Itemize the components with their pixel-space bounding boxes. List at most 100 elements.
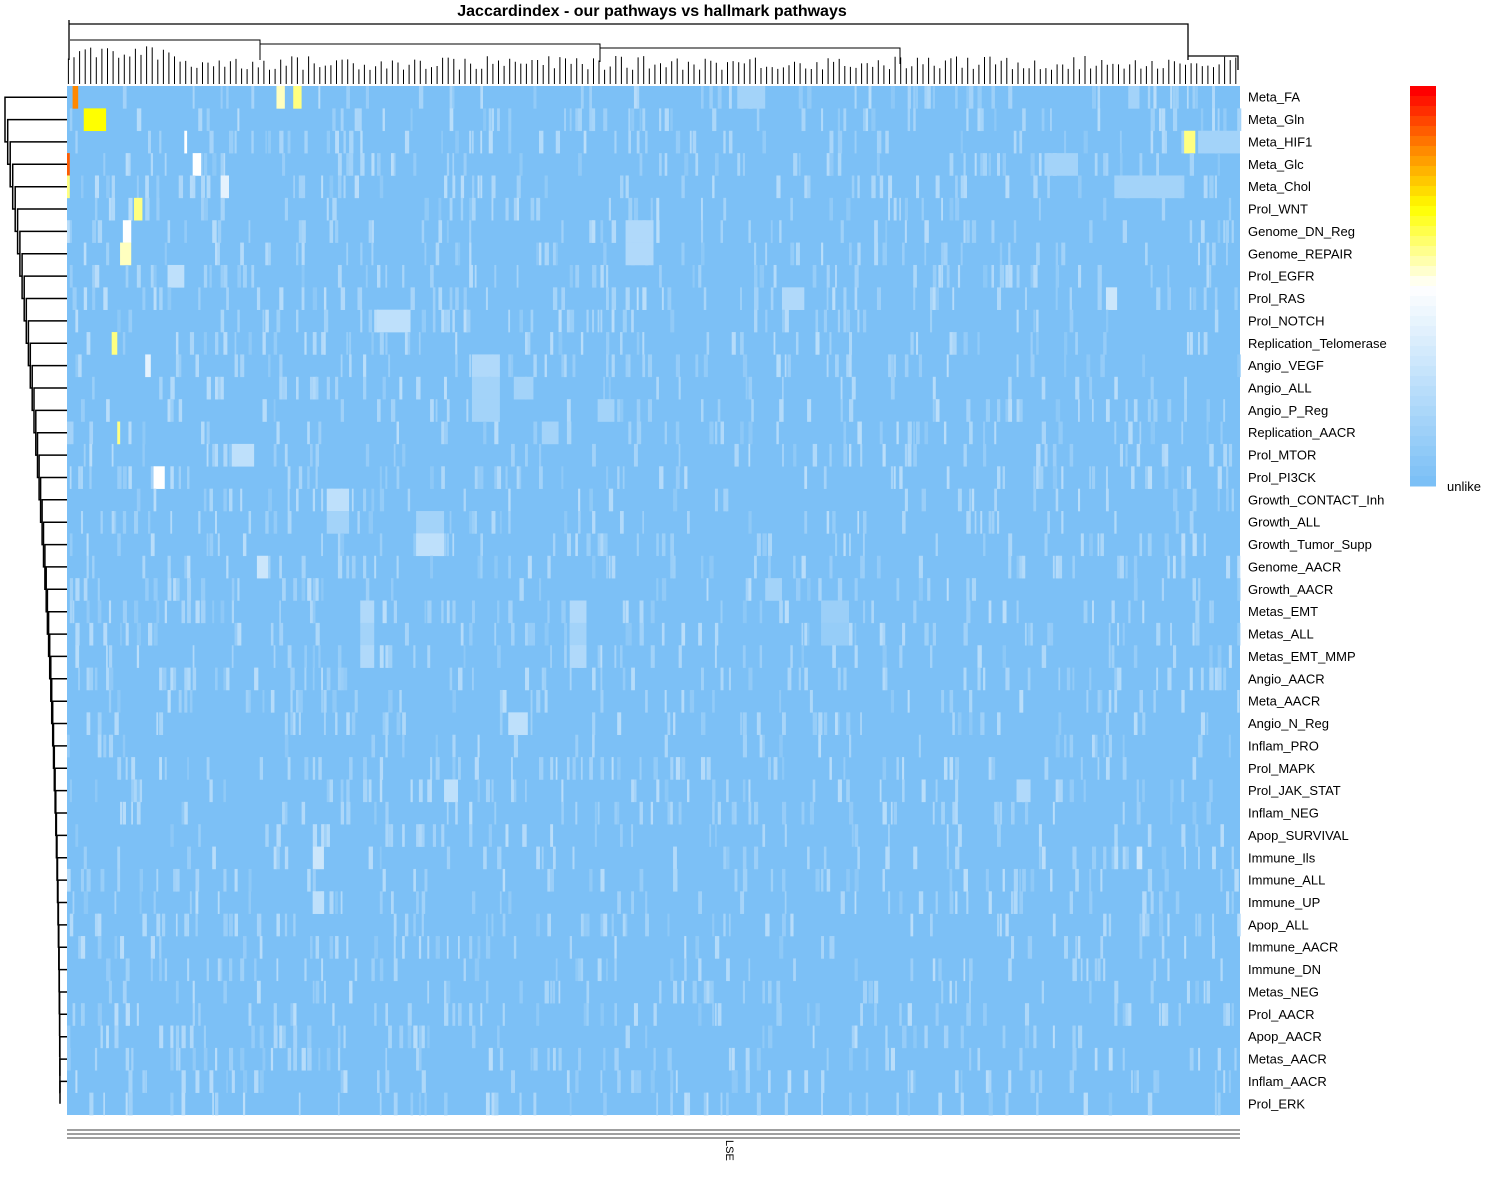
heatmap-cell <box>1170 779 1174 803</box>
heatmap-row-Prol_WNT <box>94 197 1232 221</box>
heatmap-cell <box>1181 130 1186 154</box>
heatmap-cell <box>480 1003 483 1026</box>
heatmap-cell <box>215 1047 218 1071</box>
heatmap-cell <box>1200 220 1205 243</box>
heatmap-cell <box>161 913 166 937</box>
heatmap-cell <box>1170 801 1173 825</box>
heatmap-cell <box>296 242 299 266</box>
heatmap-cell <box>337 555 343 579</box>
heatmap-cell <box>555 958 558 982</box>
heatmap-cell <box>1131 466 1135 489</box>
legend-swatch <box>1410 296 1436 307</box>
heatmap-cell <box>656 578 659 601</box>
heatmap-cell <box>215 376 219 400</box>
heatmap-cell <box>343 130 346 154</box>
row-label: Immune_DN <box>1248 962 1321 977</box>
heatmap-cell <box>832 511 836 534</box>
heatmap-cell <box>181 801 186 825</box>
heatmap-cell <box>1019 891 1024 914</box>
heatmap-cell <box>765 913 770 937</box>
heatmap-cell <box>885 846 890 870</box>
heatmap-cell <box>656 197 660 221</box>
dendrogram-branch <box>59 1058 67 1094</box>
heatmap-cell <box>136 801 141 825</box>
heatmap-cell <box>184 130 188 154</box>
heatmap-cell <box>340 667 345 691</box>
heatmap-cell <box>745 376 748 400</box>
heatmap-cell <box>723 846 727 870</box>
heatmap-row-Meta_Gln <box>69 108 1242 132</box>
heatmap-cell <box>731 801 735 825</box>
heatmap-cell <box>242 1092 246 1116</box>
heatmap-cell <box>709 824 712 847</box>
heatmap-cell <box>228 488 233 512</box>
heatmap-cell <box>619 332 623 355</box>
heatmap-cell <box>807 399 812 422</box>
heatmap-cell <box>446 936 449 959</box>
heatmap-cell <box>413 153 417 176</box>
heatmap-cell <box>768 757 772 780</box>
row-label: Prol_MTOR <box>1248 448 1316 463</box>
heatmap-cell <box>1002 1025 1006 1049</box>
heatmap-cell <box>1153 958 1157 982</box>
heatmap-cell <box>469 511 474 534</box>
heatmap-cell <box>103 734 107 758</box>
heatmap-cell <box>700 242 705 266</box>
heatmap-cell <box>670 555 675 579</box>
heatmap-cell <box>893 801 898 825</box>
heatmap-cell <box>561 287 566 310</box>
heatmap-cell <box>1078 264 1082 288</box>
heatmap-cell <box>578 153 582 176</box>
heatmap-cell <box>513 376 534 400</box>
heatmap-cell <box>600 1003 604 1026</box>
heatmap-cell <box>882 443 886 467</box>
heatmap-cell <box>273 399 276 422</box>
heatmap-cell <box>1145 242 1148 266</box>
heatmap-cell <box>854 868 859 892</box>
row-label: Immune_AACR <box>1248 940 1338 955</box>
heatmap-cell <box>807 846 810 870</box>
heatmap-cell <box>1013 891 1018 914</box>
heatmap-cell <box>868 86 872 109</box>
heatmap-cell <box>1139 153 1143 176</box>
heatmap-cell <box>929 287 935 310</box>
heatmap-cell <box>125 622 129 646</box>
heatmap-cell <box>198 1003 201 1026</box>
heatmap-cell <box>684 958 687 982</box>
heatmap-cell <box>544 667 547 691</box>
heatmap-cell <box>69 578 73 601</box>
heatmap-cell <box>136 779 140 803</box>
legend-swatch <box>1410 386 1436 397</box>
heatmap-cell <box>1192 801 1197 825</box>
heatmap-cell <box>407 1025 412 1049</box>
heatmap-cell <box>918 891 924 914</box>
heatmap-cell <box>1024 801 1029 825</box>
heatmap-cell <box>773 757 778 780</box>
heatmap-cell <box>1030 622 1033 646</box>
heatmap-cell <box>340 1070 345 1093</box>
heatmap-cell <box>337 1025 341 1049</box>
heatmap-cell <box>402 734 405 758</box>
heatmap-cell <box>1220 824 1224 847</box>
heatmap-cell <box>1055 488 1059 512</box>
heatmap-cell <box>1108 645 1111 668</box>
heatmap-cell <box>1022 555 1026 579</box>
heatmap-row-Angio_ALL <box>92 376 1187 400</box>
heatmap-cell <box>385 1003 389 1026</box>
heatmap-cell <box>586 309 589 333</box>
heatmap-cell <box>835 264 837 288</box>
heatmap-cell <box>991 86 995 109</box>
heatmap-cell <box>1019 868 1022 892</box>
heatmap-cell <box>673 846 677 870</box>
heatmap-cell <box>242 1070 248 1093</box>
heatmap-cell <box>1010 801 1015 825</box>
heatmap-cell <box>94 779 98 803</box>
heatmap-cell <box>1147 824 1152 847</box>
heatmap-cell <box>564 645 567 668</box>
heatmap-cell <box>321 175 324 199</box>
legend-swatch <box>1410 346 1436 357</box>
heatmap-cell <box>187 846 191 870</box>
heatmap-cell <box>298 466 303 489</box>
heatmap-cell <box>1008 264 1013 288</box>
heatmap-cell <box>1089 980 1092 1004</box>
